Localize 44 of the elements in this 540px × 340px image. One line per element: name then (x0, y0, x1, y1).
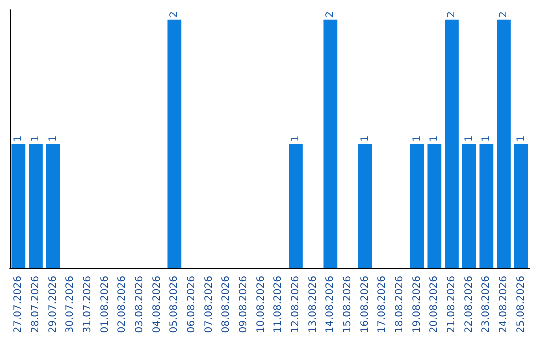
x-tick-label: 16.08.2026 (360, 276, 371, 334)
data-label: 1 (360, 136, 371, 142)
x-tick-label: 12.08.2026 (290, 276, 302, 334)
data-label: 2 (169, 12, 180, 18)
data-label: 1 (412, 136, 423, 142)
data-label: 1 (516, 136, 527, 142)
x-tick-label: 15.08.2026 (342, 276, 354, 334)
x-tick-label: 22.08.2026 (464, 276, 475, 334)
data-label: 1 (481, 136, 492, 142)
x-tick-label: 17.08.2026 (377, 276, 388, 334)
x-tick-label: 27.07.2026 (13, 276, 24, 334)
x-tick-label: 20.08.2026 (429, 276, 440, 334)
x-tick-label: 29.07.2026 (48, 276, 59, 334)
x-tick-label: 07.08.2026 (204, 276, 215, 334)
x-tick-label: 08.08.2026 (221, 276, 232, 334)
x-tick-label: 21.08.2026 (446, 276, 458, 334)
x-tick-label: 11.08.2026 (273, 276, 284, 334)
x-tick-label: 06.08.2026 (186, 276, 198, 334)
data-label: 1 (13, 136, 24, 142)
data-label: 1 (290, 136, 302, 142)
x-tick-label: 19.08.2026 (412, 276, 423, 334)
x-tick-label: 28.07.2026 (30, 276, 42, 334)
data-label: 1 (48, 136, 59, 142)
data-label: 1 (30, 136, 42, 142)
data-label: 2 (325, 12, 336, 18)
x-tick-label: 24.08.2026 (498, 276, 510, 334)
x-tick-label: 04.08.2026 (152, 276, 163, 334)
x-tick-label: 05.08.2026 (169, 276, 180, 334)
x-tick-label: 03.08.2026 (134, 276, 146, 334)
data-label: 2 (498, 12, 510, 18)
x-tick-label: 18.08.2026 (394, 276, 406, 334)
x-tick-label: 23.08.2026 (481, 276, 492, 334)
x-tick-label: 01.08.2026 (100, 276, 111, 334)
data-label: 2 (446, 12, 458, 18)
x-tick-label: 30.07.2026 (65, 276, 76, 334)
x-tick-label: 09.08.2026 (238, 276, 250, 334)
x-tick-label: 10.08.2026 (256, 276, 267, 334)
x-tick-label: 31.07.2026 (82, 276, 94, 334)
x-tick-label: 25.08.2026 (516, 276, 527, 334)
data-label: 1 (464, 136, 475, 142)
x-tick-label: 02.08.2026 (117, 276, 128, 334)
x-tick-label: 13.08.2026 (308, 276, 319, 334)
data-label: 1 (429, 136, 440, 142)
x-tick-label: 14.08.2026 (325, 276, 336, 334)
